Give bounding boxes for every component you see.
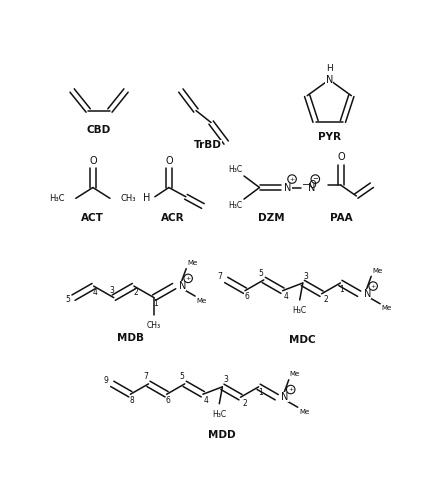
Text: O: O <box>165 156 173 166</box>
Text: ACT: ACT <box>81 213 104 223</box>
Text: Me: Me <box>372 268 382 274</box>
Text: Me: Me <box>197 298 207 303</box>
Text: 2: 2 <box>133 288 138 297</box>
Text: 3: 3 <box>223 375 228 385</box>
Text: H: H <box>143 194 150 203</box>
Text: PAA: PAA <box>330 213 352 223</box>
Text: H₃C: H₃C <box>49 194 65 203</box>
Text: −O: −O <box>302 180 318 190</box>
Text: 1: 1 <box>258 389 262 398</box>
Text: N: N <box>307 182 315 193</box>
Text: 7: 7 <box>217 272 223 281</box>
Text: 1: 1 <box>339 285 344 294</box>
Text: 1: 1 <box>153 299 158 308</box>
Text: 5: 5 <box>65 295 70 304</box>
Text: −: − <box>312 176 318 182</box>
Text: 8: 8 <box>129 396 134 405</box>
Text: O: O <box>337 153 345 162</box>
Text: MDC: MDC <box>289 335 315 345</box>
Text: 6: 6 <box>244 292 249 301</box>
Text: 4: 4 <box>93 288 97 297</box>
Text: TrBD: TrBD <box>194 140 222 150</box>
Text: 9: 9 <box>103 376 109 385</box>
Text: CBD: CBD <box>87 125 111 135</box>
Text: 4: 4 <box>283 292 288 301</box>
Text: Me: Me <box>290 371 300 377</box>
Text: H: H <box>326 65 333 74</box>
Text: O: O <box>89 156 97 166</box>
Text: 3: 3 <box>304 272 308 281</box>
Text: 5: 5 <box>258 269 263 278</box>
Text: 7: 7 <box>143 372 148 382</box>
Text: PYR: PYR <box>318 133 341 143</box>
Text: H₃C: H₃C <box>212 410 226 419</box>
Text: DZM: DZM <box>258 213 284 223</box>
Text: ACR: ACR <box>161 213 184 223</box>
Text: H₃C: H₃C <box>228 202 242 210</box>
Text: 4: 4 <box>204 396 208 405</box>
Text: N: N <box>284 182 292 193</box>
Text: MDD: MDD <box>208 430 236 440</box>
Text: 2: 2 <box>243 399 248 408</box>
Text: +: + <box>371 284 376 289</box>
Text: H₃C: H₃C <box>293 306 307 315</box>
Text: N: N <box>281 392 289 402</box>
Text: +: + <box>288 387 293 392</box>
Text: 6: 6 <box>166 396 171 405</box>
Text: N: N <box>364 289 371 299</box>
Text: N: N <box>326 75 333 85</box>
Text: 2: 2 <box>324 295 329 304</box>
Text: CH₃: CH₃ <box>121 194 136 203</box>
Text: Me: Me <box>187 261 197 266</box>
Text: H₃C: H₃C <box>228 165 242 174</box>
Text: CH₃: CH₃ <box>147 321 161 330</box>
Text: Me: Me <box>299 409 310 415</box>
Text: Me: Me <box>382 305 392 311</box>
Text: MDB: MDB <box>116 333 144 343</box>
Text: 3: 3 <box>110 286 115 295</box>
Text: 5: 5 <box>179 372 184 382</box>
Text: +: + <box>185 276 191 281</box>
Text: +: + <box>289 176 295 181</box>
Text: N: N <box>179 281 186 291</box>
